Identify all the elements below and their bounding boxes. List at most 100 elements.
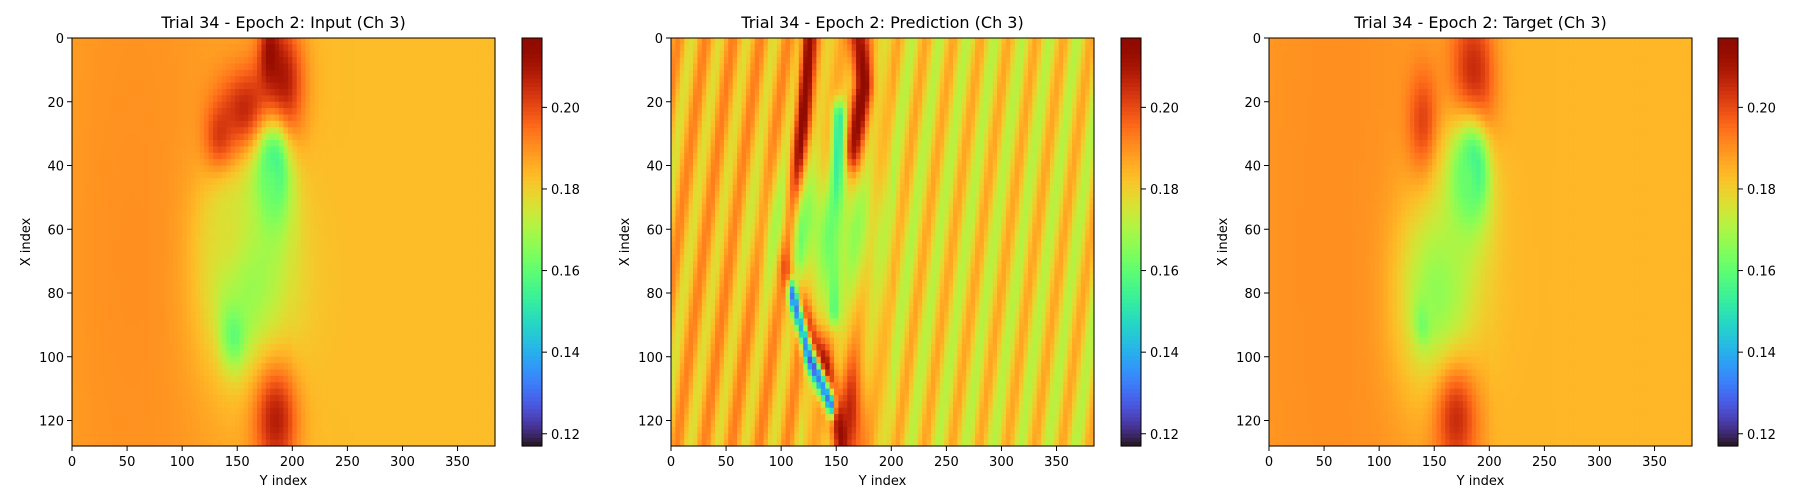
heatmap-cell bbox=[147, 274, 152, 281]
heatmap-cell bbox=[345, 76, 350, 83]
heatmap-cell bbox=[482, 95, 487, 102]
heatmap-cell bbox=[438, 64, 443, 71]
heatmap-cell bbox=[354, 306, 359, 313]
heatmap-cell bbox=[425, 127, 430, 134]
heatmap-cell bbox=[442, 306, 447, 313]
heatmap-cell bbox=[151, 287, 156, 294]
heatmap-cell bbox=[442, 172, 447, 179]
heatmap-cell bbox=[143, 280, 148, 287]
heatmap-cell bbox=[235, 287, 240, 294]
heatmap-cell bbox=[310, 83, 315, 90]
heatmap-cell bbox=[438, 204, 443, 211]
heatmap-cell bbox=[425, 210, 430, 217]
heatmap-cell bbox=[239, 255, 244, 262]
heatmap-cell bbox=[367, 76, 372, 83]
heatmap-cell bbox=[187, 121, 192, 128]
heatmap-cell bbox=[226, 197, 231, 204]
heatmap-cell bbox=[332, 268, 337, 275]
heatmap-cell bbox=[143, 236, 148, 243]
heatmap-cell bbox=[319, 217, 324, 224]
heatmap-cell bbox=[147, 299, 152, 306]
heatmap-cell bbox=[306, 255, 311, 262]
heatmap-cell bbox=[420, 312, 425, 319]
heatmap-cell bbox=[165, 242, 170, 249]
heatmap-cell bbox=[451, 287, 456, 294]
heatmap-cell bbox=[200, 121, 205, 128]
heatmap-cell bbox=[284, 331, 289, 338]
heatmap-cell bbox=[367, 261, 372, 268]
heatmap-cell bbox=[319, 159, 324, 166]
heatmap-cell bbox=[98, 210, 103, 217]
heatmap-cell bbox=[425, 344, 430, 351]
heatmap-cell bbox=[187, 274, 192, 281]
heatmap-cell bbox=[129, 217, 134, 224]
heatmap-cell bbox=[314, 38, 319, 45]
heatmap-cell bbox=[407, 95, 412, 102]
heatmap-cell bbox=[288, 185, 293, 192]
heatmap-cell bbox=[301, 44, 306, 51]
heatmap-cell bbox=[151, 134, 156, 141]
heatmap-cell bbox=[332, 299, 337, 306]
heatmap-cell bbox=[191, 255, 196, 262]
heatmap-cell bbox=[169, 102, 174, 109]
heatmap-cell bbox=[332, 223, 337, 230]
heatmap-cell bbox=[367, 95, 372, 102]
heatmap-cell bbox=[226, 166, 231, 173]
heatmap-cell bbox=[284, 102, 289, 109]
heatmap-cell bbox=[389, 76, 394, 83]
heatmap-cell bbox=[235, 57, 240, 64]
heatmap-cell bbox=[310, 134, 315, 141]
heatmap-cell bbox=[253, 153, 258, 160]
heatmap-cell bbox=[284, 140, 289, 147]
heatmap-cell bbox=[328, 185, 333, 192]
heatmap-cell bbox=[72, 108, 77, 115]
heatmap-cell bbox=[473, 229, 478, 236]
heatmap-cell bbox=[372, 76, 377, 83]
heatmap-cell bbox=[477, 280, 482, 287]
heatmap-cell bbox=[90, 95, 95, 102]
heatmap-cell bbox=[143, 350, 148, 357]
heatmap-cell bbox=[464, 191, 469, 198]
heatmap-cell bbox=[90, 255, 95, 262]
heatmap-cell bbox=[134, 299, 139, 306]
heatmap-cell bbox=[90, 115, 95, 122]
heatmap-cell bbox=[372, 108, 377, 115]
heatmap-cell bbox=[134, 274, 139, 281]
heatmap-cell bbox=[160, 312, 165, 319]
heatmap-cell bbox=[354, 325, 359, 332]
heatmap-cell bbox=[464, 274, 469, 281]
heatmap-cell bbox=[376, 210, 381, 217]
heatmap-cell bbox=[385, 299, 390, 306]
heatmap-cell bbox=[275, 159, 280, 166]
heatmap-cell bbox=[429, 115, 434, 122]
heatmap-cell bbox=[160, 159, 165, 166]
heatmap-cell bbox=[169, 83, 174, 90]
heatmap-cell bbox=[319, 121, 324, 128]
heatmap-cell bbox=[182, 210, 187, 217]
heatmap-cell bbox=[253, 134, 258, 141]
heatmap-cell bbox=[345, 299, 350, 306]
heatmap-cell bbox=[473, 115, 478, 122]
heatmap-cell bbox=[385, 83, 390, 90]
heatmap-cell bbox=[98, 191, 103, 198]
heatmap-cell bbox=[160, 268, 165, 275]
heatmap-cell bbox=[72, 261, 77, 268]
heatmap-cell bbox=[363, 299, 368, 306]
heatmap-cell bbox=[204, 83, 209, 90]
heatmap-cell bbox=[226, 299, 231, 306]
heatmap-cell bbox=[244, 51, 249, 58]
heatmap-cell bbox=[464, 299, 469, 306]
heatmap-cell bbox=[253, 331, 258, 338]
heatmap-cell bbox=[116, 185, 121, 192]
heatmap-cell bbox=[336, 70, 341, 77]
heatmap-cell bbox=[72, 70, 77, 77]
heatmap-cell bbox=[226, 268, 231, 275]
heatmap-cell bbox=[112, 134, 117, 141]
heatmap-cell bbox=[345, 261, 350, 268]
heatmap-cell bbox=[72, 89, 77, 96]
heatmap-cell bbox=[319, 338, 324, 345]
heatmap-cell bbox=[222, 140, 227, 147]
heatmap-cell bbox=[213, 350, 218, 357]
heatmap-cell bbox=[469, 338, 474, 345]
heatmap-cell bbox=[270, 344, 275, 351]
